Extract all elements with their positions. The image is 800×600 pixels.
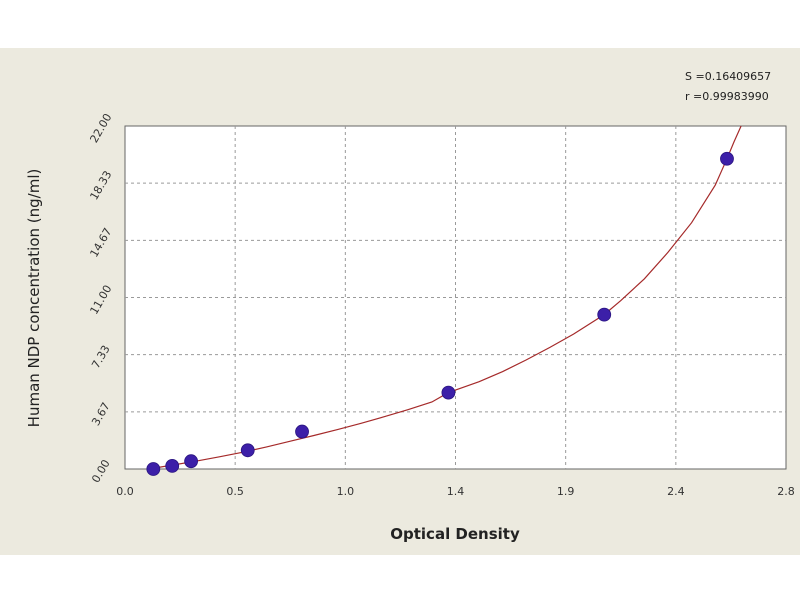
chart-area: 0.0 0.5 1.0 1.4 1.9 2.4 2.8 0.00 3.67 7.33 11.00 14… — [0, 48, 800, 555]
y-tick-label: 3.67 — [89, 400, 113, 428]
y-tick-label: 22.00 — [87, 111, 114, 145]
y-tick-label: 0.00 — [89, 457, 113, 485]
data-point — [146, 462, 161, 476]
data-point — [720, 151, 734, 166]
y-axis-title: Human NDP concentration (ng/ml) — [25, 169, 43, 428]
y-tick-label: 7.33 — [89, 343, 113, 371]
x-tick-label: 1.9 — [557, 485, 575, 498]
x-tick-label: 2.8 — [777, 485, 795, 498]
data-point — [184, 454, 199, 469]
s-statistic: S =0.16409657 — [685, 70, 771, 83]
standard-curve-chart: 0.0 0.5 1.0 1.4 1.9 2.4 2.8 0.00 3.67 7.33 11.00 14… — [25, 70, 795, 543]
x-tick-label: 2.4 — [667, 485, 685, 498]
data-point — [240, 443, 255, 458]
data-points — [146, 151, 734, 476]
x-tick-label: 0.0 — [116, 485, 134, 498]
y-tick-label: 11.00 — [87, 283, 114, 317]
r-statistic: r =0.99983990 — [685, 90, 769, 103]
x-tick-label: 0.5 — [226, 485, 244, 498]
x-axis-title: Optical Density — [390, 525, 520, 543]
x-tick-label: 1.0 — [337, 485, 355, 498]
data-point — [295, 424, 309, 439]
y-tick-label: 14.67 — [87, 226, 114, 260]
x-tick-label: 1.4 — [447, 485, 465, 498]
data-point — [597, 307, 612, 322]
fit-curve — [148, 125, 742, 470]
grid-lines — [125, 126, 786, 469]
data-point — [165, 458, 180, 473]
y-tick-label: 18.33 — [87, 169, 114, 203]
data-point — [441, 385, 456, 400]
